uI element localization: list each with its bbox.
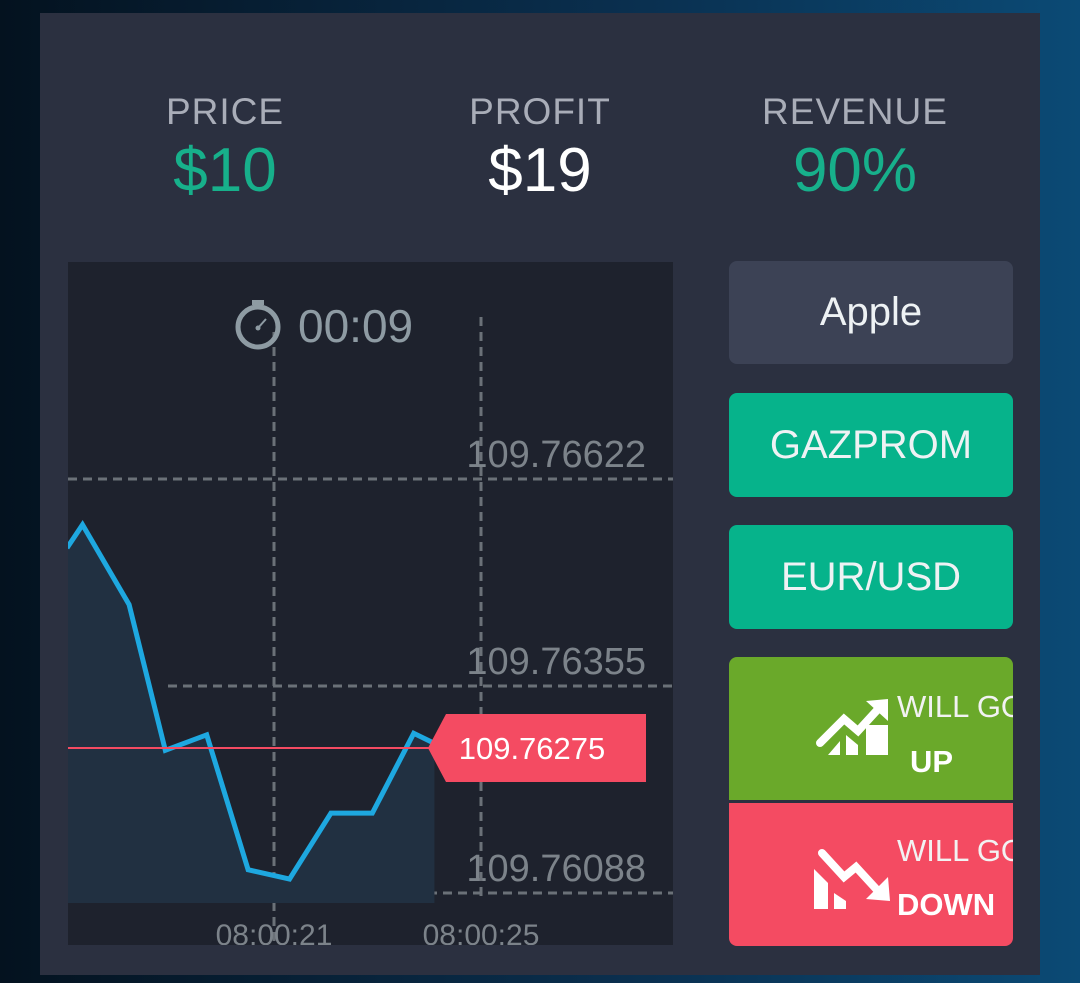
profit-label: PROFIT [469, 91, 611, 132]
price-value: $10 [173, 136, 277, 205]
will-go-down-button[interactable]: WILL GO DOWN [729, 803, 1013, 946]
profit-value: $19 [488, 136, 592, 205]
down-line1: WILL GO [897, 833, 1013, 868]
y-tick-label: 109.76622 [466, 434, 646, 476]
price-chart[interactable]: 109.76622 109.76355 109.76088 08:00:21 08:00… [68, 262, 673, 945]
profit-stat: PROFIT $19 [410, 91, 670, 206]
price-line [68, 520, 436, 882]
area-fill [68, 524, 435, 903]
trend-down-icon [814, 849, 890, 909]
stopwatch-icon [235, 300, 281, 350]
revenue-stat: REVENUE 90% [725, 91, 985, 206]
x-tick-label: 08:00:25 [423, 919, 540, 945]
y-tick-label: 109.76355 [466, 641, 646, 683]
current-price-label: 109.76275 [459, 731, 606, 766]
timer-value: 00:09 [298, 300, 413, 352]
current-price-tag [428, 714, 646, 783]
y-tick-label: 109.76088 [466, 848, 646, 890]
up-line2: UP [910, 744, 954, 779]
revenue-value: 90% [792, 136, 918, 205]
x-tick-label: 08:00:21 [216, 919, 333, 945]
chart-svg: 109.76622 109.76355 109.76088 08:00:21 08:00… [68, 300, 673, 945]
asset-button-apple[interactable]: Apple [729, 261, 1013, 364]
trend-up-icon [816, 699, 888, 755]
asset-button-eurusd[interactable]: EUR/USD [729, 525, 1013, 629]
revenue-label: REVENUE [762, 91, 948, 132]
will-go-up-button[interactable]: WILL GO UP [729, 657, 1013, 800]
chart-grid: 109.76622 109.76355 109.76088 08:00:21 08:00… [68, 317, 673, 945]
price-stat: PRICE $10 [95, 91, 355, 206]
asset-button-gazprom[interactable]: GAZPROM [729, 393, 1013, 497]
trading-panel: PRICE $10 PROFIT $19 REVENUE 90% 109.766… [40, 13, 1040, 975]
down-line2: DOWN [897, 887, 996, 922]
price-label: PRICE [165, 91, 285, 132]
up-line1: WILL GO [897, 689, 1013, 724]
